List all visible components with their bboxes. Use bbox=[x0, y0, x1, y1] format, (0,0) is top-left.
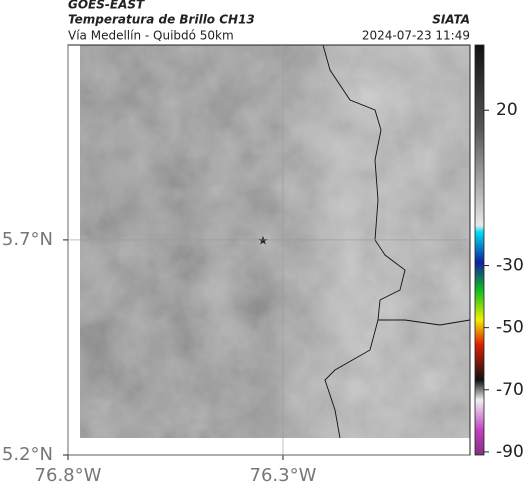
x-tick-label: 76.8°W bbox=[35, 465, 102, 486]
location-marker: ★ bbox=[258, 234, 269, 248]
colorbar bbox=[474, 44, 485, 456]
x-tick-label: 76.3°W bbox=[250, 465, 317, 486]
boundaries bbox=[322, 44, 471, 439]
location: Vía Medellín - Quibdó 50km bbox=[68, 29, 234, 43]
y-tick-label: 5.7°N bbox=[2, 229, 53, 250]
satellite: GOES-EAST bbox=[68, 0, 145, 12]
satellite-image bbox=[80, 45, 470, 438]
product-title: Temperatura de Brillo CH13 bbox=[68, 13, 255, 27]
colorbar-tick-label: -50 bbox=[496, 318, 524, 338]
source: SIATA bbox=[432, 13, 470, 27]
colorbar-tick-label: -30 bbox=[496, 256, 524, 276]
colorbar-tick-label: 20 bbox=[496, 100, 518, 120]
datetime: 2024-07-23 11:49 bbox=[362, 29, 470, 43]
y-tick-label: 5.2°N bbox=[2, 444, 53, 465]
colorbar-tick-label: -90 bbox=[496, 442, 524, 462]
colorbar-tick-label: -70 bbox=[496, 380, 524, 400]
